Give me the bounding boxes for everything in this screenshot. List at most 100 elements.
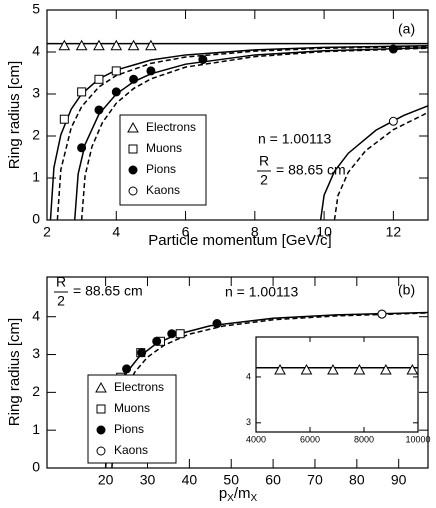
annotation: R	[56, 274, 66, 290]
x-tick-label: 80	[349, 472, 365, 488]
x-label-part: X	[251, 493, 258, 504]
marker-square	[128, 144, 138, 154]
inset-background	[256, 337, 418, 432]
marker-triangle	[58, 39, 71, 51]
x-tick-label: 4	[112, 224, 120, 240]
theory-curve	[49, 44, 428, 220]
y-axis-label: Ring radius [cm]	[6, 318, 23, 426]
x-axis-label: pX/mX	[219, 485, 258, 504]
y-tick-label: 5	[32, 1, 40, 17]
theory-curve	[56, 45, 428, 220]
marker-filled-circle	[167, 329, 177, 339]
y-tick-label: 2	[32, 383, 40, 399]
marker-triangle	[300, 364, 313, 375]
marker-filled-circle	[77, 143, 87, 153]
x-tick-label: 70	[307, 472, 323, 488]
x-tick-label: 6	[182, 224, 190, 240]
marker-open-circle	[128, 186, 138, 196]
marker-square	[175, 329, 185, 339]
legend-label: Electrons	[114, 380, 164, 394]
x-tick-label: 40	[182, 472, 198, 488]
marker-triangle	[353, 364, 366, 375]
marker-triangle	[274, 364, 286, 375]
marker-triangle	[145, 39, 157, 51]
y-tick-label: 4	[32, 43, 40, 59]
y-axis-label: Ring radius [cm]	[6, 61, 23, 169]
marker-open-circle	[377, 309, 387, 319]
x-tick-label: 8000	[354, 434, 374, 444]
y-tick-label: 3	[32, 85, 40, 101]
legend-label: Muons	[146, 141, 182, 155]
legend-label: Electrons	[146, 120, 196, 134]
plot-frame	[46, 276, 429, 469]
marker-filled-circle	[122, 364, 132, 374]
x-label-part: p	[219, 485, 227, 502]
marker-filled-circle	[129, 74, 139, 84]
legend-label: Muons	[114, 401, 150, 415]
annotation: 2	[260, 172, 268, 188]
x-axis-label: Particle momentum [GeV/c]	[148, 232, 331, 249]
marker-open-circle	[96, 446, 106, 456]
marker-square	[77, 87, 87, 97]
plot-frame	[255, 336, 419, 433]
marker-filled-circle	[212, 319, 222, 329]
y-tick-label: 1	[32, 421, 40, 437]
marker-filled-circle	[146, 66, 156, 76]
marker-filled-circle	[111, 87, 121, 97]
x-tick-label: 60	[265, 472, 281, 488]
annotation: n = 1.00113	[225, 284, 299, 300]
legend-label: Kaons	[146, 183, 180, 197]
marker-triangle	[95, 381, 107, 393]
marker-filled-circle	[128, 165, 138, 175]
theory-curve	[333, 111, 428, 220]
plot-frame	[46, 9, 429, 221]
marker-square	[94, 74, 104, 84]
marker-triangle	[75, 39, 88, 51]
marker-triangle	[93, 39, 105, 51]
marker-open-circle	[388, 116, 398, 126]
legend-label: Kaons	[114, 443, 148, 457]
marker-square	[96, 404, 106, 414]
legend-label: Pions	[114, 422, 144, 436]
marker-filled-circle	[94, 105, 104, 115]
x-tick-label: 6000	[300, 434, 320, 444]
marker-filled-circle	[137, 348, 147, 358]
marker-triangle	[110, 39, 123, 51]
theory-curve	[80, 47, 428, 220]
x-tick-label: 2	[43, 224, 51, 240]
x-tick-label: 30	[140, 472, 156, 488]
y-tick-label: 3	[32, 345, 40, 361]
annotation: = 88.65 cm	[73, 283, 143, 299]
marker-triangle	[127, 39, 140, 51]
marker-filled-circle	[96, 425, 106, 435]
panel-label: (a)	[398, 21, 415, 37]
annotation: n = 1.00113	[258, 131, 332, 147]
marker-square	[111, 66, 121, 76]
marker-filled-circle	[152, 336, 162, 346]
x-tick-label: 12	[386, 224, 402, 240]
marker-filled-circle	[198, 55, 208, 65]
x-tick-label: 10000	[405, 434, 430, 444]
plot-layer: 2 4 6 8 10 12012345ElectronsMuonsPionsKaons20…	[32, 1, 430, 488]
marker-triangle	[380, 364, 392, 375]
legend-label: Pions	[146, 162, 176, 176]
x-tick-label: 8	[251, 224, 259, 240]
y-tick-label: 0	[32, 211, 40, 227]
y-tick-label: 3	[246, 417, 251, 427]
x-label-part: X	[227, 493, 234, 504]
annotation: = 88.65 cm	[276, 162, 346, 178]
annotation: 2	[57, 293, 65, 309]
annotation: R	[259, 153, 269, 169]
marker-filled-circle	[388, 44, 398, 54]
marker-triangle	[406, 364, 419, 375]
theory-curve	[319, 105, 428, 220]
y-tick-label: 4	[246, 371, 251, 381]
x-tick-label: 50	[223, 472, 239, 488]
x-tick-label: 20	[98, 472, 114, 488]
x-tick-label: 90	[391, 472, 407, 488]
x-tick-label: 4000	[246, 434, 266, 444]
x-tick-label: 10	[316, 224, 332, 240]
marker-triangle	[327, 364, 339, 375]
